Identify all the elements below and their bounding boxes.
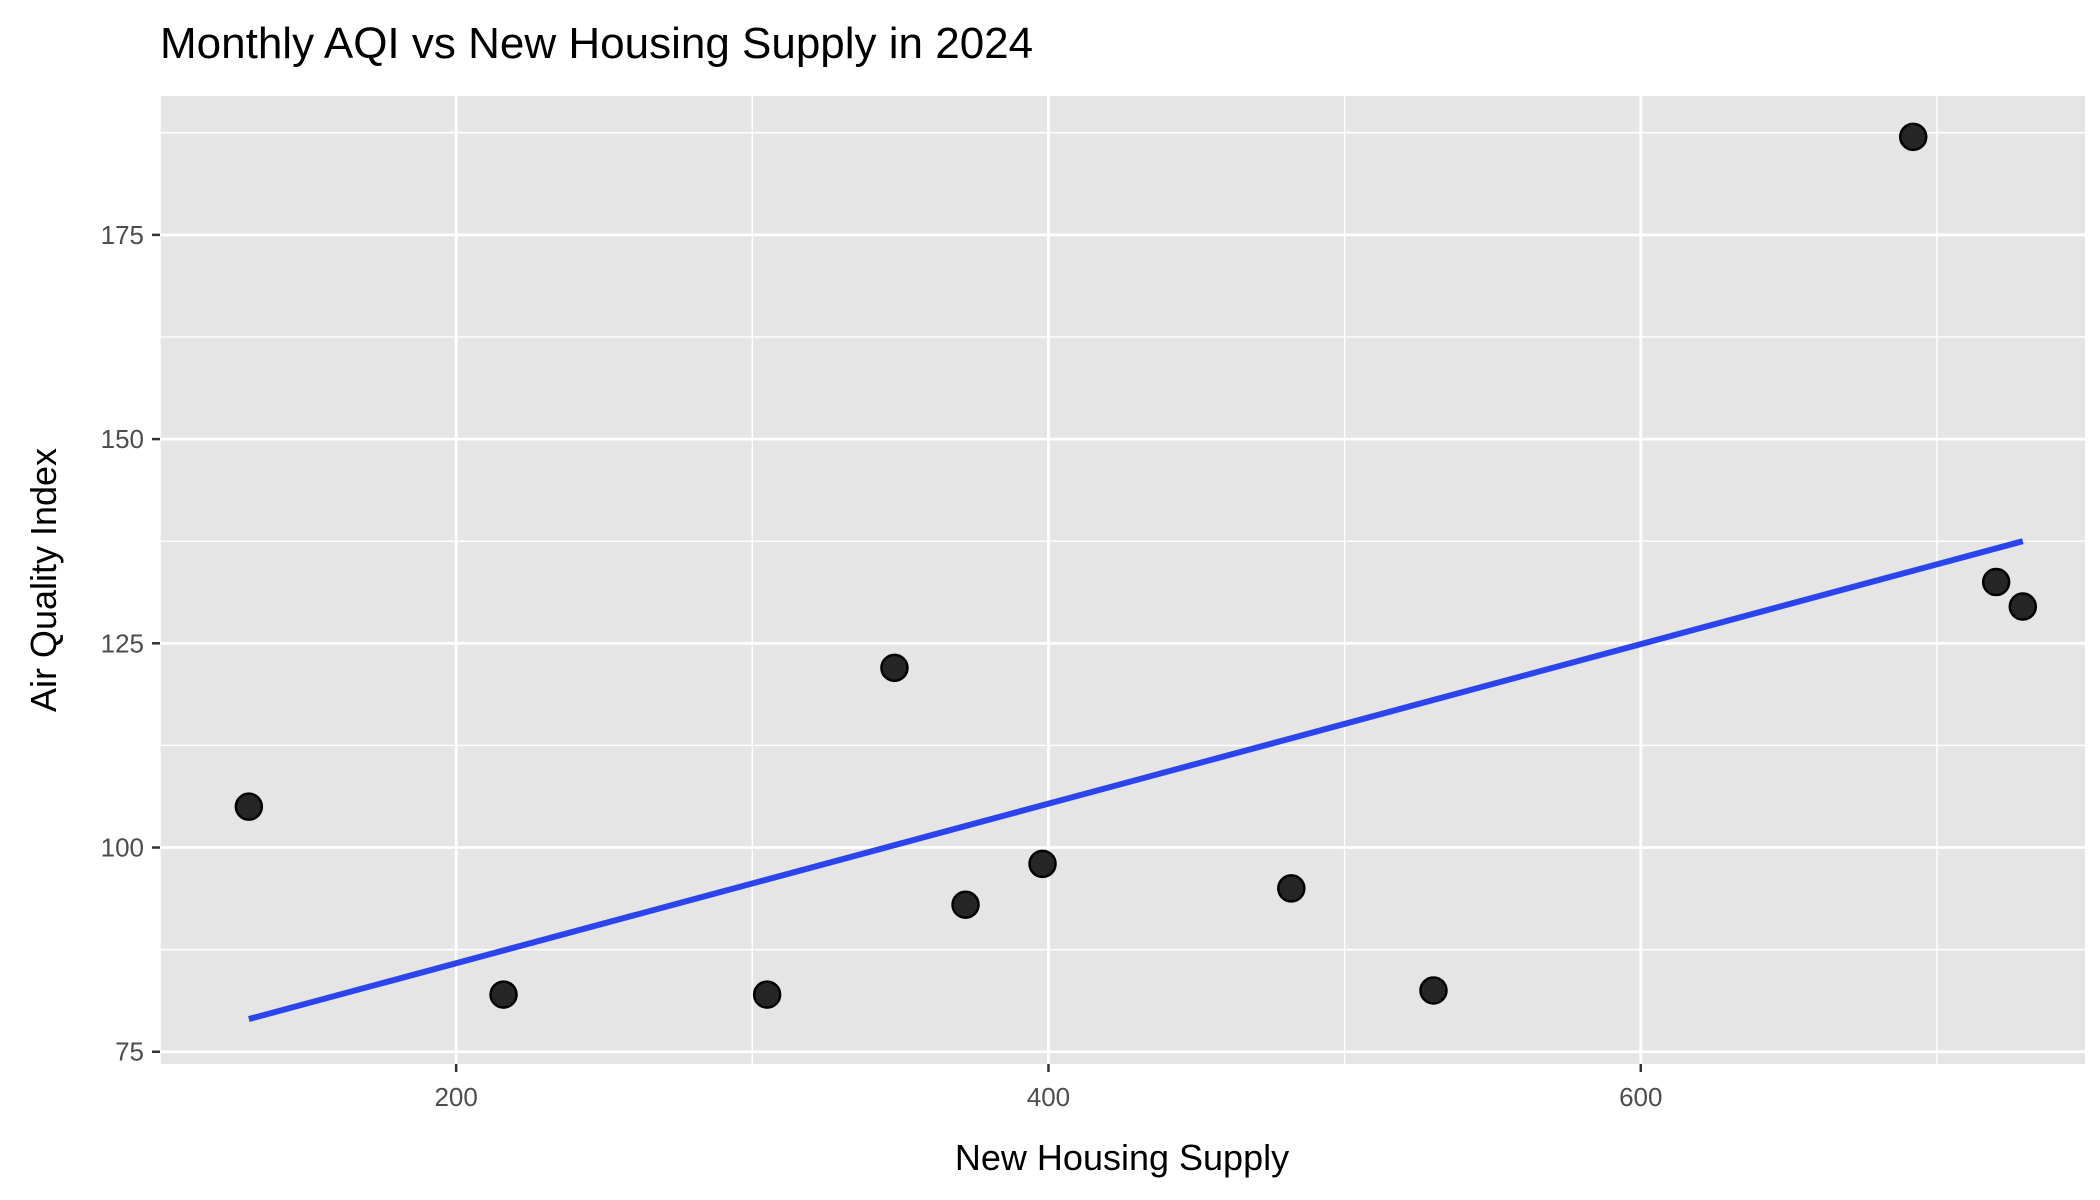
y-tick-label: 125 xyxy=(101,628,144,658)
data-point xyxy=(752,980,782,1009)
y-tick-label: 75 xyxy=(115,1037,144,1067)
y-tick-label: 150 xyxy=(101,424,144,454)
data-point xyxy=(1981,567,2011,597)
x-tick-label: 400 xyxy=(1027,1082,1070,1112)
data-points xyxy=(234,122,2038,1009)
y-tick-label: 175 xyxy=(101,220,144,250)
data-point xyxy=(1277,874,1306,903)
y-tick-label: 100 xyxy=(101,833,144,863)
data-point xyxy=(1898,122,1928,152)
trend-line-layer xyxy=(248,538,2024,1022)
data-point xyxy=(2008,592,2038,621)
y-axis-title: Air Quality Index xyxy=(23,448,64,712)
x-axis-title: New Housing Supply xyxy=(955,1137,1289,1178)
minor-gridlines xyxy=(159,96,2085,1064)
data-point xyxy=(1028,849,1057,879)
trend-line xyxy=(248,538,2024,1022)
data-point xyxy=(1419,976,1448,1005)
data-point xyxy=(234,792,264,821)
x-tick-label: 600 xyxy=(1619,1082,1662,1112)
x-tick-label: 200 xyxy=(434,1082,477,1112)
chart-title: Monthly AQI vs New Housing Supply in 202… xyxy=(160,19,1033,68)
data-point xyxy=(880,653,909,683)
data-point xyxy=(951,890,980,919)
data-point xyxy=(489,980,518,1009)
plot-panel xyxy=(160,96,2085,1064)
y-axis-tick-labels: 75 100 125 150 175 xyxy=(101,220,144,1067)
axis-ticks xyxy=(152,233,1643,1072)
x-axis-tick-labels: 200 400 600 xyxy=(434,1082,1662,1112)
major-gridlines xyxy=(160,96,2085,1064)
